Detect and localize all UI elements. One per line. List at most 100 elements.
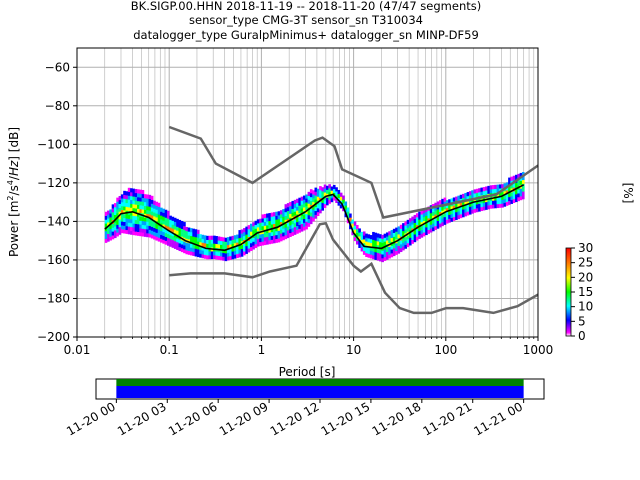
psd-cell bbox=[291, 204, 295, 209]
psd-cell bbox=[475, 204, 479, 209]
psd-cell bbox=[127, 199, 131, 204]
psd-cell bbox=[196, 241, 200, 246]
psd-cell bbox=[116, 224, 119, 229]
psd-cell bbox=[275, 238, 278, 243]
psd-cell bbox=[302, 222, 306, 227]
psd-cell bbox=[326, 185, 329, 190]
psd-cell bbox=[390, 249, 394, 254]
coverage-tick-label: 11-20 09 bbox=[217, 399, 271, 438]
psd-cell bbox=[137, 204, 140, 209]
psd-cell bbox=[369, 238, 373, 244]
psd-cell bbox=[132, 200, 136, 205]
psd-cell bbox=[190, 231, 193, 237]
psd-cell bbox=[203, 235, 207, 240]
psd-cell bbox=[146, 209, 149, 215]
psd-cell bbox=[233, 250, 237, 255]
psd-cell bbox=[374, 236, 378, 241]
psd-cell bbox=[425, 219, 428, 224]
psd-cell bbox=[450, 217, 454, 222]
psd-cell bbox=[132, 204, 136, 209]
psd-cell bbox=[436, 224, 440, 229]
psd-cell bbox=[183, 249, 186, 254]
psd-cell bbox=[153, 200, 156, 205]
psd-cell bbox=[450, 206, 454, 211]
psd-cell bbox=[261, 241, 265, 246]
psd-cell bbox=[277, 238, 281, 243]
psd-cell bbox=[383, 252, 387, 258]
psd-cell bbox=[286, 206, 290, 212]
psd-cell bbox=[365, 248, 368, 254]
psd-cell bbox=[372, 231, 375, 237]
psd-cell bbox=[441, 210, 444, 215]
psd-cell bbox=[187, 227, 191, 232]
psd-cell bbox=[162, 231, 165, 236]
psd-cell bbox=[443, 220, 447, 225]
psd-cell bbox=[118, 226, 122, 231]
psd-cell bbox=[379, 253, 382, 258]
psd-cell bbox=[286, 214, 290, 219]
psd-cell bbox=[259, 218, 262, 223]
psd-cell bbox=[125, 225, 129, 231]
psd-cell bbox=[268, 236, 272, 241]
psd-cell bbox=[415, 228, 419, 233]
x-tick-label: 0.01 bbox=[64, 343, 91, 357]
psd-cell bbox=[231, 243, 235, 248]
psd-cell bbox=[224, 253, 228, 258]
psd-cell bbox=[155, 236, 159, 241]
psd-cell bbox=[293, 199, 297, 205]
psd-cell bbox=[452, 197, 456, 202]
psd-cell bbox=[517, 196, 520, 202]
psd-cell bbox=[270, 239, 274, 244]
psd-cell bbox=[176, 218, 179, 224]
psd-cell bbox=[111, 223, 115, 228]
psd-cell bbox=[229, 255, 232, 260]
psd-cell bbox=[256, 227, 260, 232]
psd-cell bbox=[134, 223, 138, 228]
psd-cell bbox=[120, 225, 124, 230]
psd-cell bbox=[123, 217, 126, 222]
psd-cell bbox=[104, 238, 108, 243]
y-tick-label: −80 bbox=[45, 99, 70, 113]
psd-cell bbox=[190, 251, 193, 256]
psd-cell bbox=[494, 200, 497, 205]
psd-cell bbox=[521, 187, 525, 192]
psd-cell bbox=[388, 246, 391, 251]
psd-cell bbox=[365, 233, 368, 238]
psd-cell bbox=[247, 232, 251, 238]
psd-cell bbox=[381, 258, 384, 263]
psd-cell bbox=[173, 237, 177, 242]
psd-cell bbox=[137, 193, 140, 198]
psd-cell bbox=[328, 191, 331, 197]
psd-cell bbox=[291, 227, 295, 233]
psd-cell bbox=[238, 237, 242, 242]
psd-cell bbox=[263, 237, 267, 242]
psd-cell bbox=[312, 190, 315, 195]
psd-cell bbox=[116, 201, 119, 206]
psd-cell bbox=[448, 199, 451, 204]
psd-cell bbox=[432, 219, 435, 224]
psd-cell bbox=[330, 198, 334, 203]
coverage-tick-label: 11-20 03 bbox=[115, 399, 169, 438]
psd-cell bbox=[162, 208, 165, 213]
psd-cell bbox=[388, 250, 391, 255]
psd-cell bbox=[434, 206, 437, 211]
psd-cell bbox=[312, 198, 315, 203]
psd-cell bbox=[409, 241, 412, 246]
psd-cell bbox=[367, 249, 371, 254]
psd-cell bbox=[233, 239, 237, 244]
psd-cell bbox=[314, 191, 318, 196]
psd-cell bbox=[422, 220, 426, 225]
psd-cell bbox=[402, 246, 405, 251]
psd-cell bbox=[383, 249, 387, 254]
psd-cell bbox=[153, 223, 156, 228]
psd-cell bbox=[296, 202, 299, 207]
psd-cell bbox=[157, 218, 161, 223]
psd-cell bbox=[353, 236, 357, 242]
psd-cell bbox=[187, 246, 191, 251]
psd-cell bbox=[314, 203, 318, 208]
psd-cell bbox=[137, 220, 140, 225]
psd-cell bbox=[275, 215, 278, 220]
psd-cell bbox=[425, 223, 428, 228]
psd-cell bbox=[309, 208, 313, 213]
